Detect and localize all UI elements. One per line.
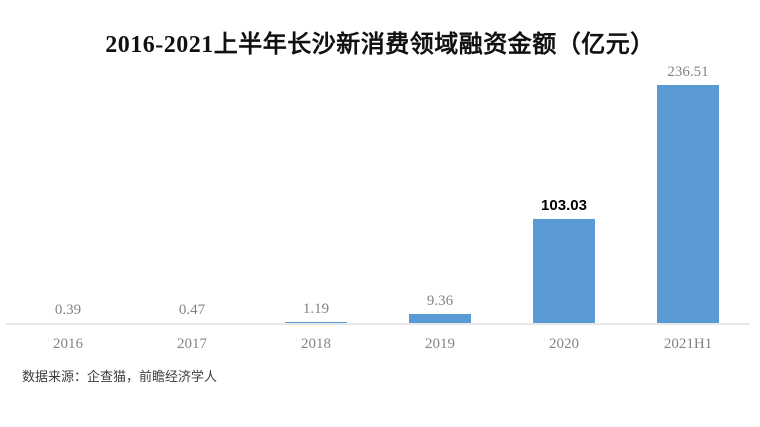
bar-value-label-2021H1: 236.51: [667, 64, 709, 80]
bar-column-2020: 103.03: [502, 60, 626, 323]
bar-column-2016: 0.39: [6, 60, 130, 323]
x-axis-label-2018: 2018: [301, 336, 331, 352]
bar-2020: [533, 219, 595, 323]
x-axis-label-2017: 2017: [177, 336, 207, 352]
bar-column-2021H1: 236.51: [626, 60, 750, 323]
bar-value-label-2017: 0.47: [178, 301, 206, 318]
bar-2017: [161, 322, 223, 323]
x-axis-label-2019: 2019: [425, 336, 455, 352]
x-axis-label-2020: 2020: [549, 336, 579, 352]
bar-column-2017: 0.47: [130, 60, 254, 323]
bar-value-label-2016: 0.39: [54, 301, 82, 318]
bar-value-label-2020: 103.03: [541, 197, 587, 215]
bar-value-label-2018: 1.19: [302, 300, 330, 317]
bar-column-2018: 1.19: [254, 60, 378, 323]
bar-2019: [409, 313, 471, 323]
bar-2018: [285, 321, 347, 323]
bar-2021H1: [657, 85, 719, 323]
chart-title: 2016-2021上半年长沙新消费领域融资金额（亿元）: [105, 32, 655, 58]
plot-area: 0.39 0.47 1.19 9.36 103.03 236.51: [6, 60, 750, 323]
bar-value-label-2019: 9.36: [426, 292, 454, 309]
source-note: 数据来源：企查猫，前瞻经济学人: [22, 369, 218, 384]
x-axis-line: [6, 323, 750, 325]
x-axis-label-2021H1: 2021H1: [663, 336, 713, 352]
x-axis-label-2016: 2016: [53, 336, 83, 352]
x-axis-labels: 2016 2017 2018 2019 2020 2021H1: [6, 336, 750, 353]
bar-column-2019: 9.36: [378, 60, 502, 323]
